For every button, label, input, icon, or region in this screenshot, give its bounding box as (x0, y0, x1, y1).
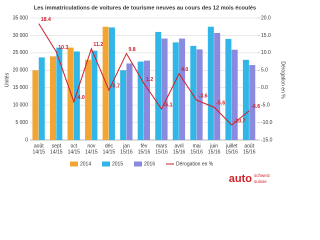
x-tick-label: 15/16 (155, 149, 168, 155)
bar (91, 50, 98, 140)
y2-tick-label: 10.0 (261, 50, 271, 56)
chart-title: Les immatriculations de voitures de tour… (34, 5, 256, 11)
bar (196, 49, 203, 140)
y-tick-label: 0 (25, 137, 28, 143)
legend-swatch (102, 161, 110, 167)
logo-brand: auto (229, 173, 253, 185)
data-label: -5.6 (216, 101, 225, 107)
x-tick-label: août (244, 143, 254, 149)
bar (231, 49, 238, 140)
chart: Les immatriculations de voitures de tour… (4, 5, 286, 185)
bar (249, 65, 256, 140)
data-label: -3.6 (199, 94, 208, 100)
x-tick-label: 14/15 (68, 149, 81, 155)
bar (85, 59, 92, 141)
y-tick-label: 5 000 (15, 120, 28, 126)
x-tick-label: juin (209, 143, 218, 149)
legend-label: 2015 (112, 161, 123, 167)
y2-tick-label: 20.0 (261, 15, 271, 21)
x-tick-label: août (34, 143, 44, 149)
legend-label: 2014 (80, 161, 91, 167)
x-tick-label: jan (122, 143, 130, 149)
y-tick-label: 10 000 (13, 102, 29, 108)
x-tick-label: fév (141, 143, 148, 149)
x-tick-label: sept (52, 143, 62, 149)
x-tick-label: mars (156, 143, 168, 149)
y2-tick-label: -10.0 (261, 120, 273, 126)
logo-sub: suisse (254, 179, 267, 184)
x-tick-label: 15/16 (190, 149, 203, 155)
data-label: -6.6 (251, 104, 260, 110)
x-tick-label: déc (105, 143, 114, 149)
y-axis-label: Unités (4, 72, 10, 87)
line (38, 23, 250, 126)
bar (49, 56, 57, 140)
x-tick-label: 15/16 (120, 149, 133, 155)
data-label: 4.0 (181, 67, 188, 73)
x-tick-label: mai (193, 143, 201, 149)
data-label: 1.2 (146, 77, 153, 83)
bar (225, 38, 232, 140)
x-tick-label: nov (87, 143, 96, 149)
y-tick-label: 35 000 (13, 15, 29, 21)
y-tick-label: 25 000 (13, 50, 29, 56)
x-tick-label: oct (71, 143, 78, 149)
x-tick-label: 15/16 (138, 149, 151, 155)
y2-tick-label: 0.0 (261, 85, 268, 91)
x-tick-label: 15/16 (225, 149, 238, 155)
y-tick-label: 30 000 (13, 33, 29, 39)
logo-sub: schweiz (254, 173, 271, 178)
x-tick-label: 14/15 (50, 149, 63, 155)
x-tick-label: 14/15 (33, 149, 46, 155)
bar (67, 47, 74, 140)
legend-label: Dérogation en % (176, 161, 214, 167)
x-tick-label: 14/15 (85, 149, 98, 155)
legend-swatch (134, 161, 142, 167)
legend-label: 2016 (144, 161, 155, 167)
data-label: 11.2 (93, 42, 103, 48)
bar (155, 31, 162, 141)
bar (32, 70, 39, 140)
data-label: 10.3 (58, 45, 68, 51)
y2-tick-label: 15.0 (261, 33, 271, 39)
data-label: 18.4 (41, 17, 51, 23)
x-tick-label: 14/15 (103, 149, 116, 155)
bar (214, 32, 221, 140)
x-tick-label: 15/16 (243, 149, 256, 155)
y-tick-label: 20 000 (13, 68, 29, 74)
y2-tick-label: 5.0 (261, 68, 268, 74)
bar (161, 38, 168, 140)
x-tick-label: 15/16 (208, 149, 221, 155)
y-tick-label: 15 000 (13, 85, 29, 91)
y2-tick-label: -15.0 (261, 137, 273, 143)
bar (172, 42, 179, 140)
bar (179, 38, 186, 140)
x-tick-label: 15/16 (173, 149, 186, 155)
data-label: -6.1 (164, 102, 173, 108)
x-tick-label: juillet (225, 143, 238, 149)
bar (144, 60, 151, 140)
bar (56, 47, 63, 140)
bar (73, 51, 80, 140)
legend-swatch (70, 161, 78, 167)
data-label: -10.7 (234, 118, 246, 124)
data-label: -4.0 (76, 95, 85, 101)
y2-axis-label: Dérogation en % (280, 61, 286, 99)
bar (207, 26, 214, 140)
bar (137, 61, 144, 141)
bar (126, 63, 133, 140)
bar (190, 45, 197, 141)
y2-tick-label: -5.0 (261, 102, 270, 108)
bar (38, 57, 45, 140)
bar (120, 70, 127, 140)
bar (242, 59, 249, 141)
data-label: 9.8 (128, 47, 135, 53)
data-label: -0.7 (111, 84, 120, 90)
x-tick-label: avril (174, 143, 183, 149)
